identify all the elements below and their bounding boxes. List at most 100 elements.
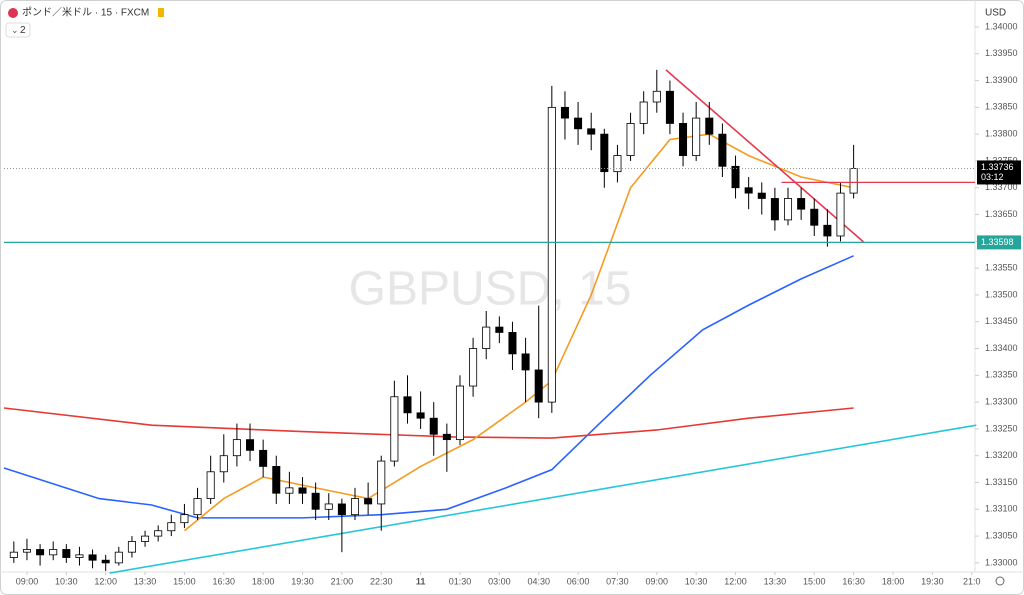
candle-body — [626, 123, 635, 156]
x-tick-label: 01:30 — [449, 576, 472, 586]
candle-body — [127, 541, 136, 553]
y-tick-label: 1.33650 — [985, 209, 1018, 219]
candle-body — [600, 133, 609, 173]
candle-body — [259, 449, 268, 467]
y-tick-label: 1.33300 — [985, 396, 1018, 406]
last-price-label: 1.33736 — [981, 162, 1014, 172]
y-tick-label: 1.33750 — [985, 155, 1018, 165]
candle-body — [455, 385, 464, 441]
y-tick-label: 1.33350 — [985, 370, 1018, 380]
candle-body — [180, 514, 189, 524]
candle-body — [508, 332, 517, 355]
y-tick-label: 1.33500 — [985, 289, 1018, 299]
y-tick-label: 1.33700 — [985, 182, 1018, 192]
y-tick-label: 1.34000 — [985, 21, 1018, 31]
chevron: ⌄ — [11, 25, 19, 35]
x-tick-label: 15:00 — [803, 576, 826, 586]
y-tick-label: 1.33800 — [985, 129, 1018, 139]
x-tick-label: 18:00 — [882, 576, 905, 586]
y-tick-label: 1.33900 — [985, 75, 1018, 85]
candle-body — [744, 187, 753, 194]
candle-body — [547, 106, 556, 403]
candle-body — [390, 396, 399, 462]
countdown: 03:12 — [981, 172, 1004, 182]
candle-body — [285, 487, 294, 494]
candle-body — [521, 353, 530, 371]
y-tick-label: 1.33250 — [985, 423, 1018, 433]
candle-body — [364, 498, 373, 505]
y-tick-label: 1.33450 — [985, 316, 1018, 326]
x-tick-label: 04:30 — [527, 576, 550, 586]
x-tick-label: 16:30 — [213, 576, 236, 586]
indicator-line — [109, 424, 977, 574]
symbol-icon[interactable] — [8, 8, 18, 18]
candle-body — [416, 412, 425, 419]
candle-body — [784, 198, 793, 221]
indicator-toggle[interactable] — [5, 22, 31, 38]
y-tick-label: 1.33950 — [985, 48, 1018, 58]
x-tick-label: 16:30 — [842, 576, 865, 586]
flag[interactable] — [158, 8, 164, 17]
x-tick-label: 15:00 — [173, 576, 196, 586]
candle-body — [429, 417, 438, 435]
candle-body — [337, 503, 346, 516]
candle-body — [613, 155, 622, 173]
x-tick-label: 21:0 — [963, 576, 981, 586]
candle-body — [9, 551, 18, 558]
indicator-count[interactable]: 2 — [20, 25, 26, 36]
y-tick-label: 1.33000 — [985, 557, 1018, 567]
candle-body — [75, 554, 84, 558]
x-tick-label: 03:00 — [488, 576, 511, 586]
candle-body — [770, 198, 779, 221]
x-tick-label: 07:30 — [606, 576, 629, 586]
candle-body — [823, 224, 832, 237]
settings-icon[interactable] — [995, 576, 1005, 586]
candle-body — [377, 460, 386, 505]
x-tick-label: 13:30 — [134, 576, 157, 586]
x-tick-label: 12:00 — [94, 576, 117, 586]
candle-body — [679, 123, 688, 156]
candle-body — [49, 549, 58, 556]
y-tick-label: 1.33850 — [985, 102, 1018, 112]
candle-body — [206, 471, 215, 499]
indicator-line — [665, 69, 864, 243]
x-tick-label: 19:30 — [921, 576, 944, 586]
x-tick-label: 06:00 — [567, 576, 590, 586]
x-tick-label: 21:00 — [331, 576, 354, 586]
candle-body — [442, 433, 451, 441]
level-label-bg — [977, 235, 1021, 250]
candle-body — [350, 498, 360, 516]
candle-body — [219, 455, 228, 473]
candle-body — [836, 192, 845, 237]
y-tick-label: 1.33200 — [985, 450, 1018, 460]
candle-body — [482, 326, 491, 349]
candle-body — [469, 348, 478, 387]
candle-body — [731, 165, 740, 189]
x-tick-label: 12:00 — [724, 576, 747, 586]
plot — [3, 69, 977, 574]
candle-body — [246, 439, 255, 451]
x-tick-label: 13:30 — [764, 576, 787, 586]
level-label: 1.33598 — [981, 237, 1014, 247]
candle-body — [311, 492, 320, 510]
candle-body — [403, 396, 412, 414]
y-tick-label: 1.33400 — [985, 343, 1018, 353]
last-price-bg — [977, 160, 1021, 185]
candle-body — [232, 439, 241, 457]
candle-body — [114, 551, 123, 564]
currency[interactable]: USD — [985, 8, 1006, 19]
candle-body — [495, 326, 504, 333]
symbol-title[interactable]: ポンド／米ドル · 15 · FXCM — [22, 6, 149, 19]
candle-body — [705, 117, 714, 135]
x-tick-label: 22:30 — [370, 576, 393, 586]
candle-body — [587, 128, 596, 135]
candle-body — [797, 198, 806, 210]
y-tick-label: 1.33150 — [985, 477, 1018, 487]
candle-body — [154, 530, 163, 537]
x-tick-label: 11 — [416, 576, 426, 586]
candle-body — [88, 554, 97, 561]
candle-body — [62, 549, 71, 558]
x-tick-label: 19:30 — [291, 576, 314, 586]
candle-body — [692, 117, 701, 156]
